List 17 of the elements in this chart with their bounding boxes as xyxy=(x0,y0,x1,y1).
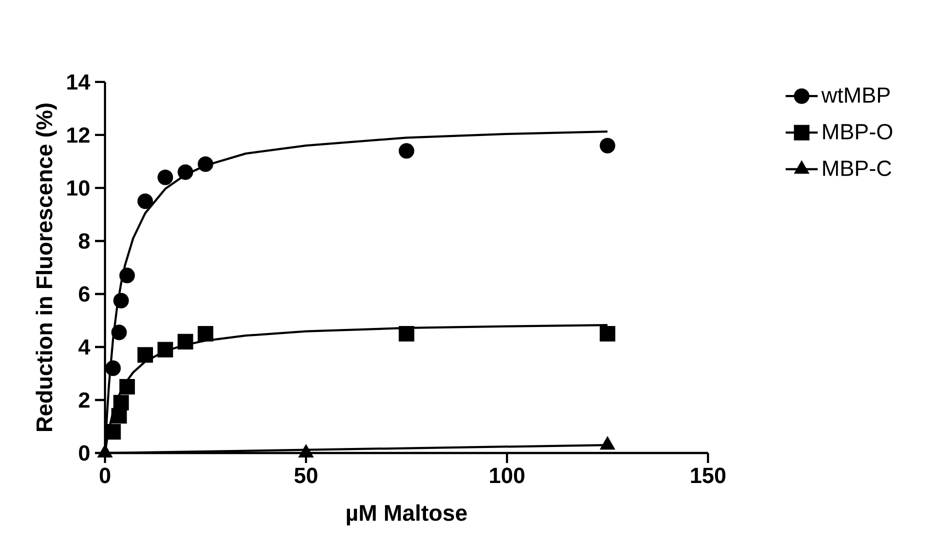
y-axis-title: Reduction in Fluorescence (%) xyxy=(36,104,57,431)
y-tick-label: 2 xyxy=(78,392,90,408)
y-tick-label: 6 xyxy=(78,286,90,302)
y-tick-label: 14 xyxy=(67,74,90,90)
legend-label: wtMBP xyxy=(821,88,890,103)
x-tick-label: 100 xyxy=(490,468,524,484)
x-axis-title: µM Maltose xyxy=(346,504,467,526)
x-tick-label: 0 xyxy=(100,468,110,484)
y-tick-label: 4 xyxy=(78,339,90,355)
legend-label: MBP-O xyxy=(823,124,892,140)
y-tick-label: 10 xyxy=(67,180,90,196)
x-tick-label: 150 xyxy=(691,468,726,484)
x-tick-label: 50 xyxy=(294,468,318,484)
y-tick-label: 12 xyxy=(67,127,90,143)
y-tick-label: 8 xyxy=(78,233,90,249)
legend-label: MBP-C xyxy=(823,160,892,176)
y-tick-label: 0 xyxy=(78,445,90,461)
